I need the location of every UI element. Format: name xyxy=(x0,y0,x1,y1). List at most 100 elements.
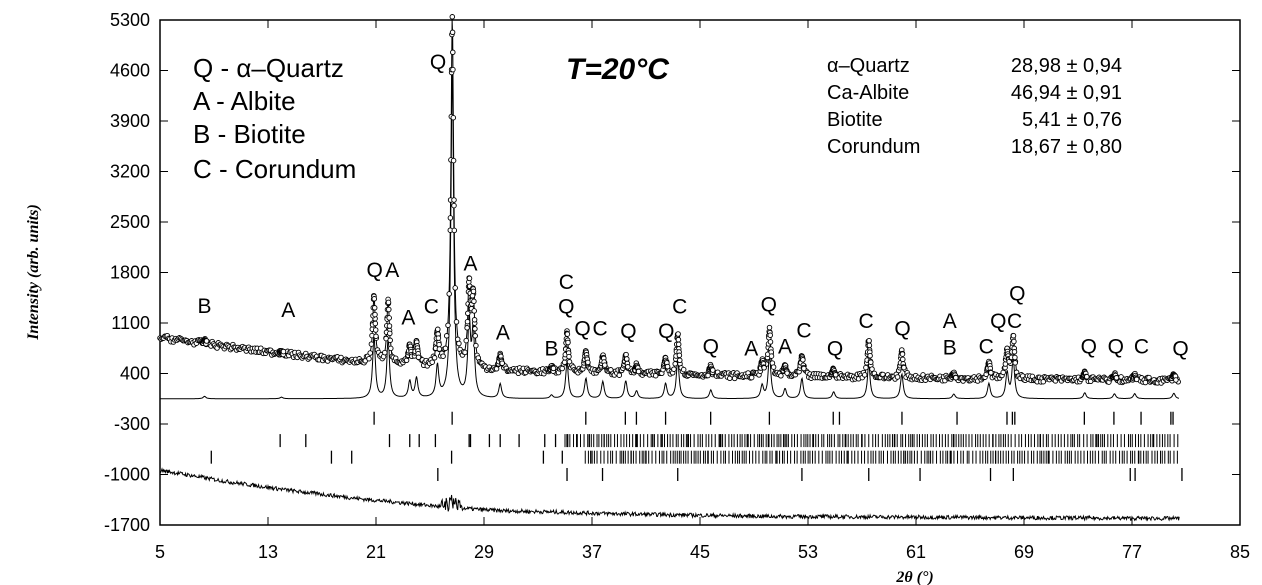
x-tick-label: 69 xyxy=(1014,542,1034,562)
legend-entry-biotite: B - Biotite xyxy=(193,119,306,149)
peak-label-C: C xyxy=(559,271,574,294)
peak-label-Q: Q xyxy=(761,293,777,316)
peak-label-Q: Q xyxy=(1108,335,1124,358)
observed-data-point xyxy=(451,197,457,203)
observed-data-point xyxy=(429,359,435,365)
observed-data-point xyxy=(385,299,392,306)
composition-value-corundum: 18,67 ± 0,80 xyxy=(1011,136,1122,158)
observed-data-point xyxy=(452,285,458,291)
peak-label-Q: Q xyxy=(894,317,910,340)
observed-data-point xyxy=(203,338,210,344)
composition-value-biotite: 5,41 ± 0,76 xyxy=(1022,109,1122,131)
observed-data-point xyxy=(472,333,478,339)
observed-data-point xyxy=(767,332,773,338)
observed-data-point xyxy=(1084,373,1090,380)
peak-label-Q: Q xyxy=(620,320,636,343)
observed-data-point xyxy=(435,335,442,341)
peak-label-A: A xyxy=(385,259,399,282)
observed-data-point xyxy=(710,367,716,373)
observed-data-point xyxy=(1040,378,1047,385)
observed-data-point xyxy=(280,348,287,355)
x-tick-label: 29 xyxy=(474,542,494,562)
observed-data-point xyxy=(436,346,443,352)
observed-data-point xyxy=(367,350,373,356)
peak-label-C: C xyxy=(858,310,873,333)
composition-phase-corundum: Corundum xyxy=(827,136,920,158)
peak-label-C: C xyxy=(979,335,994,358)
observed-data-point xyxy=(1142,379,1149,386)
observed-data-point xyxy=(561,359,568,366)
observed-points xyxy=(157,14,1181,386)
observed-data-point xyxy=(675,341,682,348)
observed-data-point xyxy=(462,349,468,356)
x-tick-label: 37 xyxy=(582,542,602,562)
observed-data-point xyxy=(664,363,671,370)
observed-data-point xyxy=(451,202,457,209)
observed-data-point xyxy=(463,337,469,344)
legend-entry-corundum: C - Corundum xyxy=(193,154,356,184)
observed-data-point xyxy=(368,341,375,347)
observed-data-point xyxy=(443,333,450,339)
observed-data-point xyxy=(1011,338,1017,345)
x-tick-label: 53 xyxy=(798,542,818,562)
observed-data-point xyxy=(565,339,571,346)
observed-data-point xyxy=(386,306,392,313)
observed-data-point xyxy=(449,29,456,36)
peak-label-Q: Q xyxy=(558,296,574,319)
y-tick-label: -1700 xyxy=(104,515,150,535)
peak-label-A: A xyxy=(744,337,758,360)
observed-data-point xyxy=(387,337,393,344)
observed-data-point xyxy=(1011,349,1018,355)
observed-data-point xyxy=(453,319,460,325)
observed-data-point xyxy=(382,349,388,356)
observed-data-point xyxy=(1010,332,1017,339)
observed-data-point xyxy=(372,320,379,327)
peak-label-Q: Q xyxy=(1081,335,1097,358)
observed-data-point xyxy=(867,352,873,359)
peak-label-C: C xyxy=(672,296,687,319)
peak-label-A: A xyxy=(463,252,477,275)
x-tick-label: 85 xyxy=(1230,542,1250,562)
observed-data-point xyxy=(1133,376,1140,383)
y-tick-label: -1000 xyxy=(104,465,150,485)
x-tick-label: 61 xyxy=(906,542,926,562)
observed-data-point xyxy=(585,359,591,366)
observed-data-point xyxy=(445,322,451,329)
observed-data-point xyxy=(675,336,682,343)
observed-data-point xyxy=(767,339,774,345)
observed-data-point xyxy=(431,355,438,361)
peak-label-A: A xyxy=(401,306,415,329)
observed-data-point xyxy=(465,310,471,317)
observed-data-point xyxy=(625,364,631,370)
observed-data-point xyxy=(499,360,505,366)
x-axis-label: 2θ (°) xyxy=(895,569,933,585)
observed-data-point xyxy=(680,366,687,373)
peak-label-C: C xyxy=(1134,335,1149,358)
composition-phase-biotite: Biotite xyxy=(827,109,883,131)
peak-label-A: A xyxy=(496,322,510,345)
observed-data-point xyxy=(473,342,479,349)
observed-data-point xyxy=(1173,377,1179,383)
observed-data-point xyxy=(899,351,906,357)
observed-data-point xyxy=(469,293,476,299)
observed-data-point xyxy=(442,345,449,352)
observed-data-point xyxy=(436,341,442,348)
observed-data-point xyxy=(866,337,872,344)
x-tick-label: 77 xyxy=(1122,542,1142,562)
peak-label-C: C xyxy=(424,296,439,319)
observed-data-point xyxy=(1012,360,1018,366)
observed-data-point xyxy=(766,324,773,331)
observed-data-point xyxy=(1113,375,1120,381)
peak-label-Q: Q xyxy=(574,317,590,340)
x-tick-label: 13 xyxy=(258,542,278,562)
observed-data-point xyxy=(550,365,557,372)
observed-data-point xyxy=(748,374,755,381)
y-axis-label: Intensity (arb. units) xyxy=(25,204,42,341)
y-tick-label: 2500 xyxy=(110,212,150,232)
observed-data-point xyxy=(801,365,807,372)
observed-data-point xyxy=(371,296,378,302)
observed-data-point xyxy=(988,369,994,376)
observed-data-point xyxy=(366,355,372,362)
peak-label-Q: Q xyxy=(658,320,674,343)
